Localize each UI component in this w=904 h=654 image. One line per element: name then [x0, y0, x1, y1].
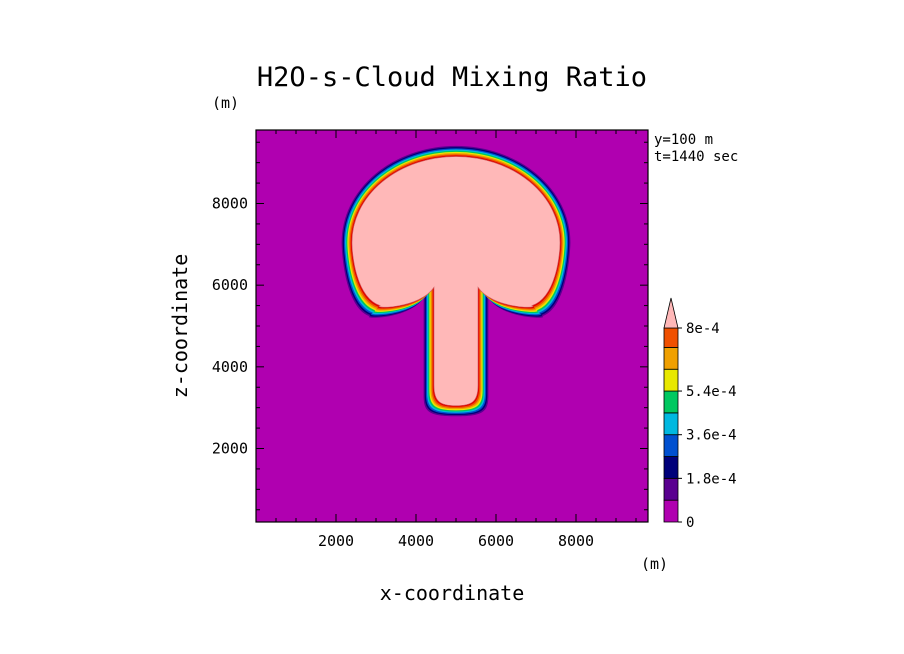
- x-tick-label: 2000: [318, 532, 354, 550]
- chart-title: H2O-s-Cloud Mixing Ratio: [257, 62, 647, 93]
- y-tick-label: 8000: [212, 195, 248, 213]
- plot-area: [256, 130, 648, 522]
- x-tick-label: 6000: [478, 532, 514, 550]
- colorbar-segment: [663, 327, 679, 348]
- colorbar-label: 5.4e-4: [686, 384, 737, 400]
- y-tick-label: 4000: [212, 358, 248, 376]
- colorbar-label: 3.6e-4: [686, 428, 737, 444]
- colorbar-segment: [663, 346, 679, 370]
- contour-band: [351, 156, 561, 406]
- x-axis-label: x-coordinate: [380, 581, 525, 605]
- x-tick-label: 8000: [558, 532, 594, 550]
- x-tick-labels: 2000 4000 6000 8000: [318, 532, 594, 550]
- colorbar-overflow-triangle: [663, 297, 679, 329]
- y-tick-label: 2000: [212, 440, 248, 458]
- colorbar-label: 1.8e-4: [686, 471, 737, 487]
- colorbar-label: 0: [686, 515, 694, 531]
- colorbar: 0 1.8e-4 3.6e-4 5.4e-4 8e-4: [663, 297, 737, 531]
- colorbar-segment: [663, 390, 679, 414]
- y-tick-labels: 2000 4000 6000 8000: [212, 195, 248, 458]
- axis-ticks: [256, 130, 648, 522]
- colorbar-segment: [663, 368, 679, 392]
- y-unit-label: (m): [212, 94, 239, 112]
- x-tick-label: 4000: [398, 532, 434, 550]
- cloud-contours: [341, 145, 571, 417]
- x-unit-label: (m): [641, 555, 668, 573]
- annotation-time: t=1440 sec: [654, 149, 738, 165]
- colorbar-segment: [663, 412, 679, 436]
- colorbar-segment: [663, 434, 679, 457]
- annotation-y-position: y=100 m: [654, 132, 713, 148]
- colorbar-segment: [663, 456, 679, 479]
- colorbar-label: 8e-4: [686, 321, 720, 337]
- colorbar-segment: [663, 499, 679, 523]
- y-axis-label: z-coordinate: [168, 254, 192, 399]
- colorbar-segment: [663, 477, 679, 501]
- y-tick-label: 6000: [212, 276, 248, 294]
